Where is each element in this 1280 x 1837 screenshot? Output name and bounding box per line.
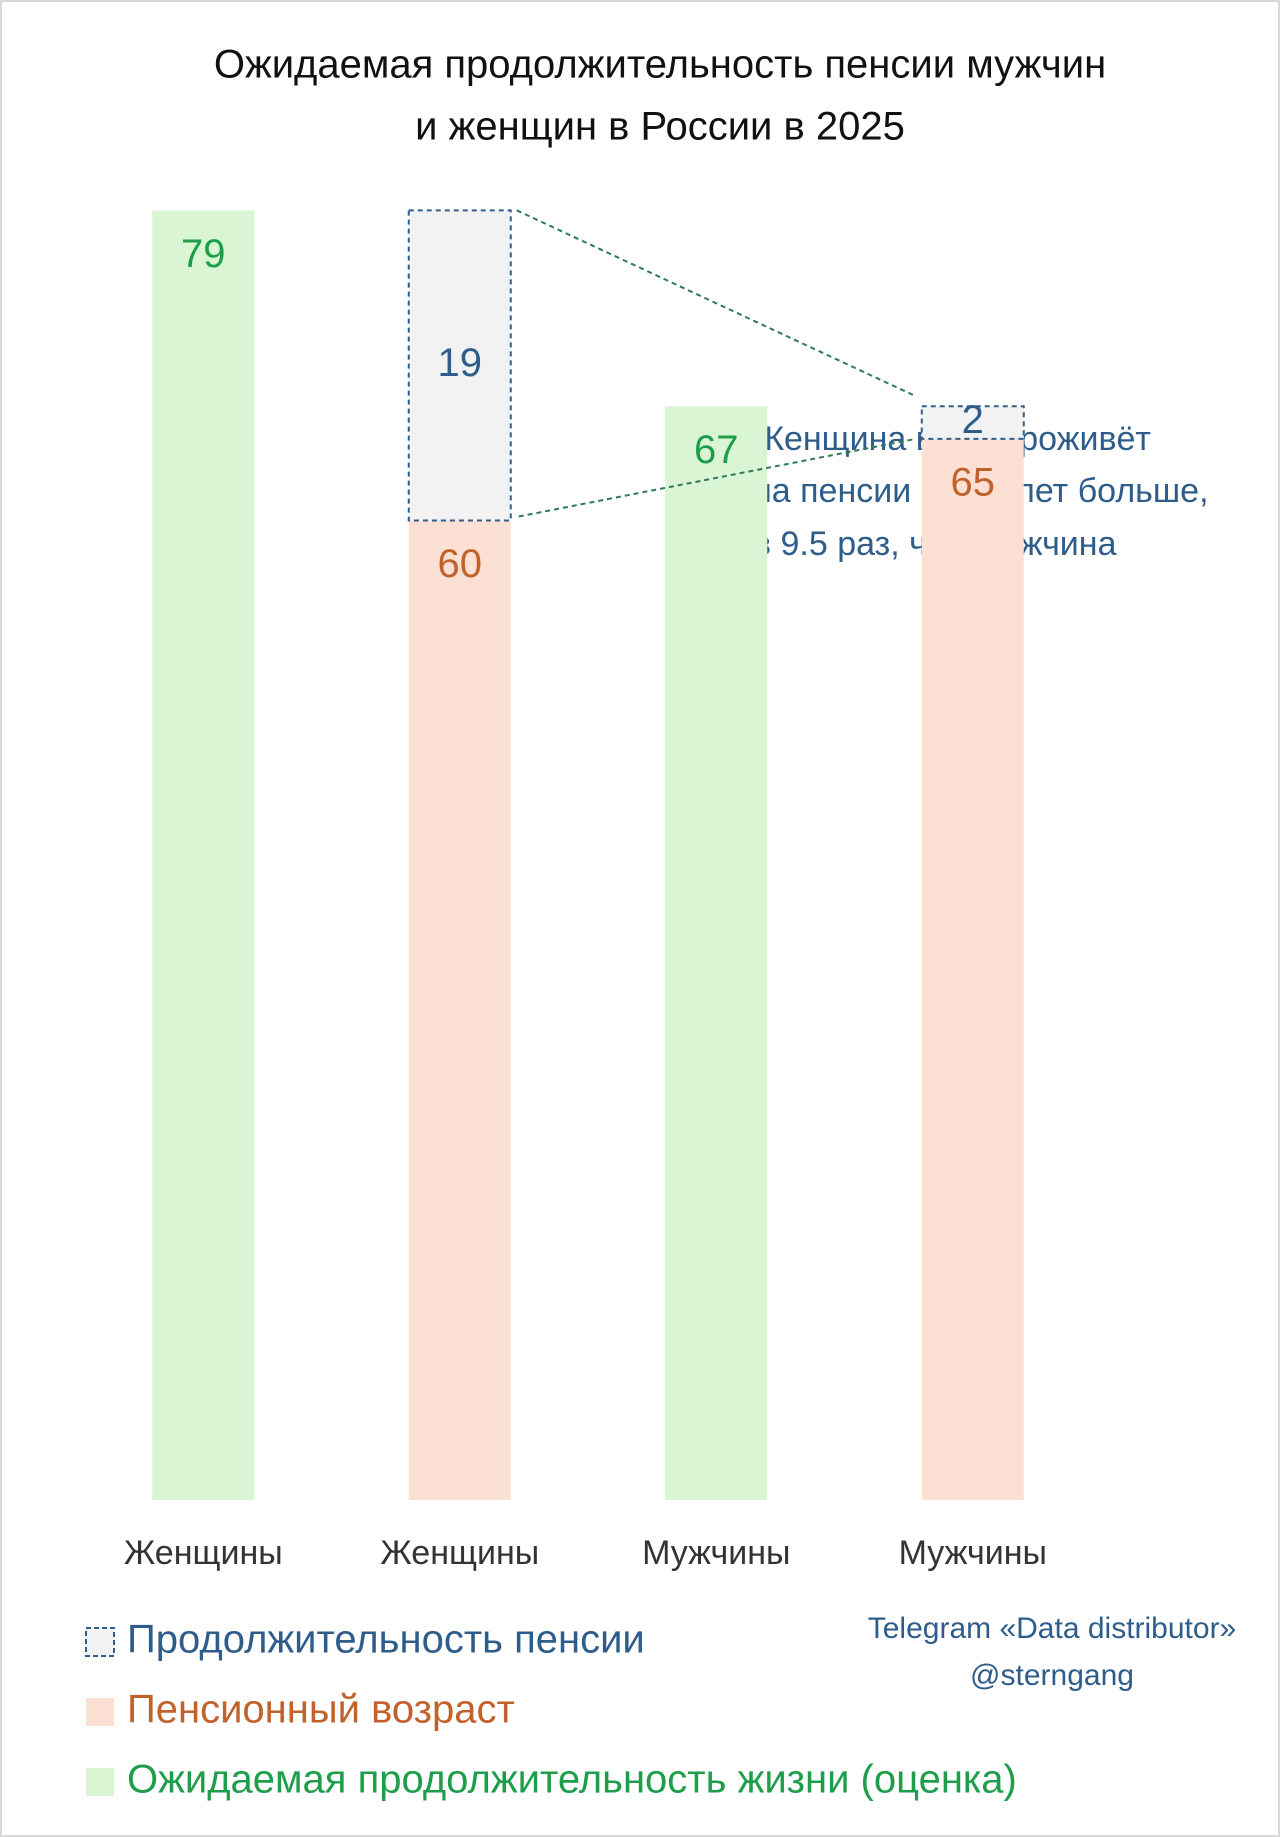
chart-title: Ожидаемая продолжительность пенсии мужчи… (214, 43, 1106, 87)
legend-swatch (85, 1627, 115, 1657)
chart-title: и женщин в России в 2025 (415, 105, 905, 149)
legend-label: Продолжительность пенсии (127, 1618, 645, 1662)
x-tick-label: Мужчины (899, 1534, 1047, 1572)
data-label: 19 (438, 341, 483, 385)
bar-segment (665, 406, 768, 1501)
connector (516, 209, 917, 398)
bar-segment (152, 210, 255, 1501)
bar-segment (408, 520, 511, 1500)
legend-swatch (86, 1698, 114, 1726)
bar-segment (920, 405, 1025, 440)
source: @sterngang (970, 1659, 1134, 1692)
legend-label: Пенсионный возраст (127, 1688, 515, 1732)
source: Telegram «Data distributor» (868, 1612, 1237, 1645)
data-label: 60 (438, 542, 483, 586)
bar-segment (921, 438, 1024, 1500)
bar-segment (407, 209, 512, 522)
data-label: 79 (181, 232, 226, 276)
connector (518, 437, 916, 518)
x-tick-label: Мужчины (642, 1534, 790, 1572)
x-tick-label: Женщины (124, 1534, 283, 1572)
x-tick-label: Женщины (380, 1534, 539, 1572)
data-label: 65 (951, 460, 996, 504)
data-label: 67 (694, 428, 739, 472)
data-label: 2 (962, 398, 984, 442)
legend-swatch (86, 1768, 114, 1796)
legend-label: Ожидаемая продолжительность жизни (оценк… (127, 1758, 1017, 1802)
